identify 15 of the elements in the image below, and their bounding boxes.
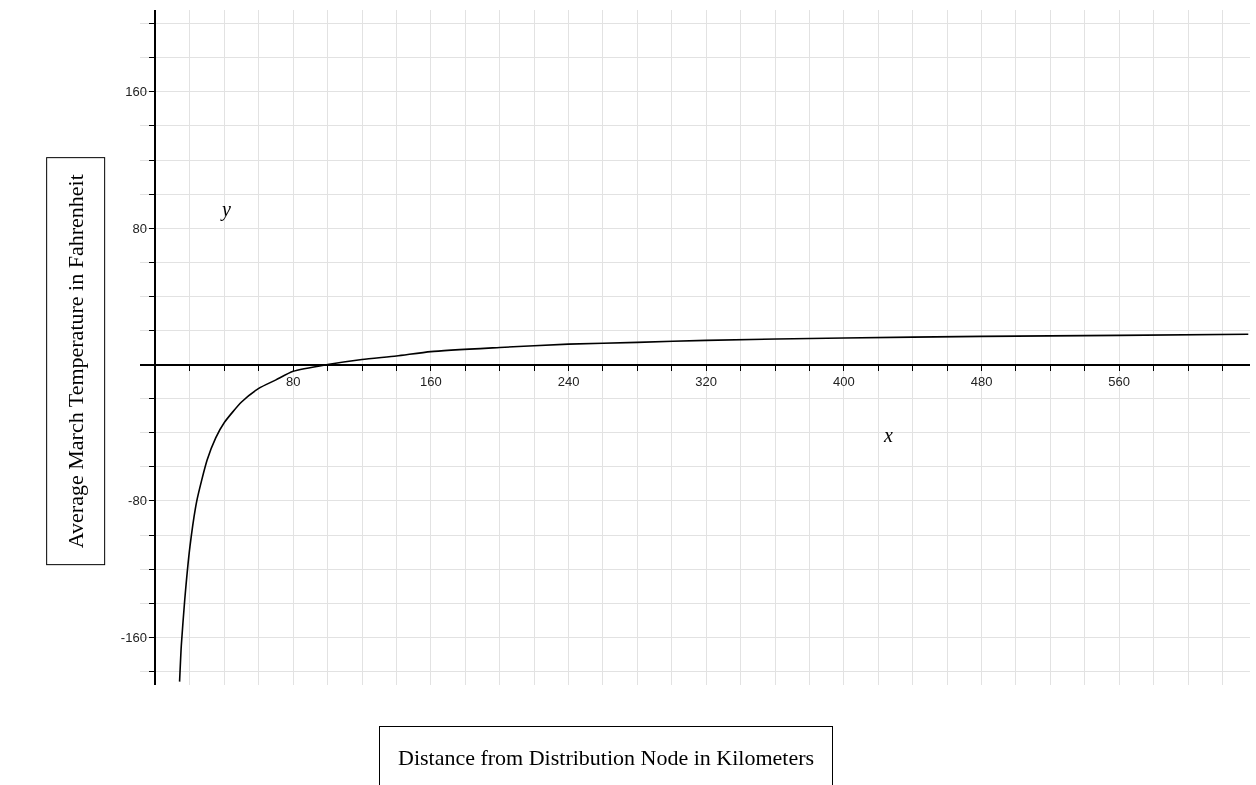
y-tick-label: -80 (128, 493, 147, 509)
x-tick-label: 560 (1108, 374, 1131, 390)
x-axis-title: Distance from Distribution Node in Kilometers (398, 745, 815, 770)
annotation: y (220, 198, 231, 221)
y-tick-label: 80 (132, 220, 147, 236)
x-tick-label: 240 (557, 374, 580, 390)
y-tick-label: -160 (120, 629, 147, 645)
x-tick-label: 400 (833, 374, 855, 390)
x-tick-label: 80 (285, 374, 301, 390)
y-axis-title: Average March Temperature in Fahrenheit (63, 174, 89, 549)
annotation: x (883, 424, 893, 446)
x-tick-label: 320 (695, 374, 718, 390)
y-tick-label: 160 (125, 84, 147, 100)
x-tick-label: 160 (419, 374, 442, 390)
x-tick-label: 480 (970, 374, 993, 390)
